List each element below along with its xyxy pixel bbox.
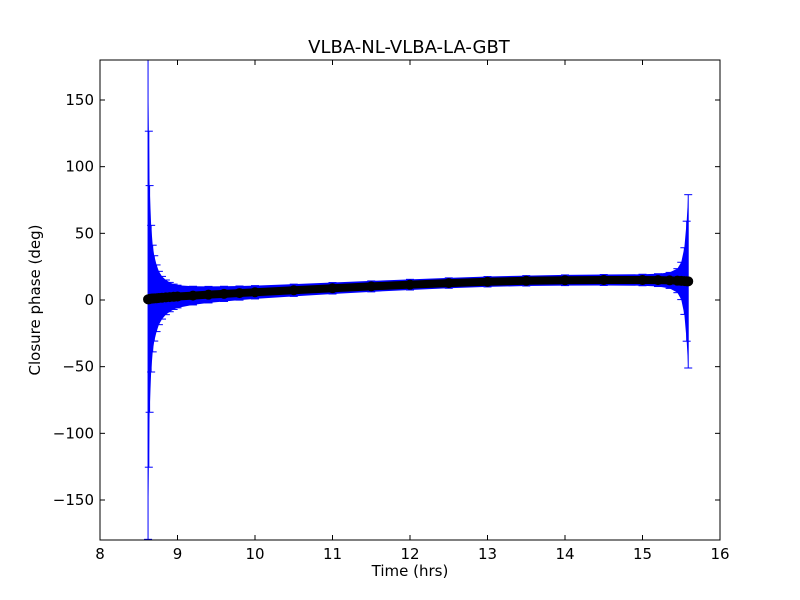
data-point	[366, 281, 377, 292]
chart-title: VLBA-NL-VLBA-LA-GBT	[308, 37, 511, 58]
x-tick-label: 13	[478, 545, 497, 563]
axis-ticks: 8 9 10 11 12 13 14 15 16 −150 −100 −50 0 50 100 150	[53, 60, 730, 563]
data-point	[219, 288, 229, 299]
error-envelope	[148, 60, 689, 540]
data-point	[443, 278, 454, 289]
data-point	[683, 276, 694, 287]
data-point	[521, 275, 532, 286]
x-tick-label: 9	[173, 545, 183, 563]
y-tick-label: 50	[75, 224, 94, 242]
x-tick-label: 8	[95, 545, 105, 563]
y-tick-label: 150	[65, 91, 94, 109]
data-point	[598, 275, 609, 285]
data-point	[250, 287, 260, 298]
y-tick-label: 0	[84, 291, 94, 309]
x-tick-label: 10	[245, 545, 264, 563]
y-tick-label: −50	[62, 358, 94, 376]
data-point	[653, 275, 663, 286]
x-tick-label: 11	[323, 545, 342, 563]
data-point	[637, 275, 648, 285]
data-point	[288, 285, 299, 296]
data-point	[482, 276, 493, 287]
data-point	[560, 275, 570, 286]
plot-area	[143, 60, 694, 540]
y-tick-label: 100	[65, 158, 94, 176]
x-tick-label: 14	[555, 545, 574, 563]
data-point	[172, 291, 183, 302]
x-tick-label: 16	[710, 545, 729, 563]
data-point	[188, 290, 198, 301]
data-point	[203, 289, 214, 300]
x-tick-label: 15	[633, 545, 652, 563]
data-point	[405, 279, 415, 290]
y-axis-label: Closure phase (deg)	[26, 225, 44, 376]
data-point	[327, 283, 338, 294]
x-axis-label: Time (hrs)	[371, 562, 449, 580]
data-point	[234, 288, 245, 299]
x-tick-label: 12	[400, 545, 419, 563]
y-tick-label: −150	[53, 491, 94, 509]
y-tick-label: −100	[53, 424, 94, 442]
